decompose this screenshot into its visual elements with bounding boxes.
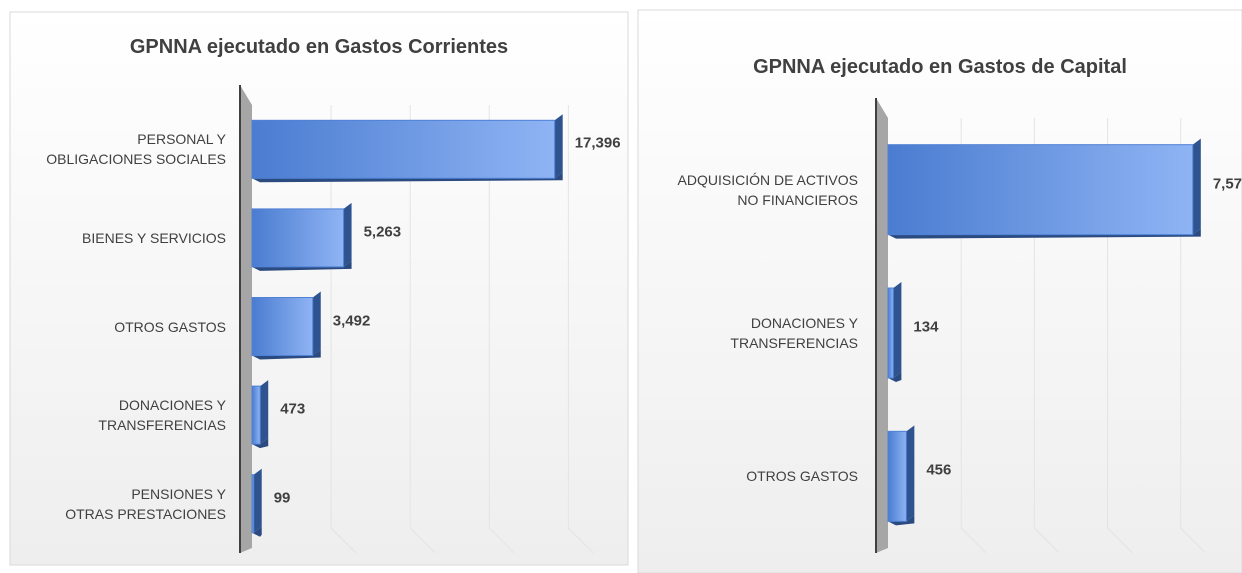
panel <box>637 9 1242 573</box>
grid-line <box>960 118 987 554</box>
panel <box>9 11 629 566</box>
category-label: DONACIONES Y TRANSFERENCIAS <box>98 397 226 434</box>
grid-line <box>409 105 436 554</box>
category-label: PENSIONES Y OTRAS PRESTACIONES <box>65 485 226 522</box>
category-label: PERSONAL Y OBLIGACIONES SOCIALES <box>46 131 226 168</box>
bar-bottom <box>888 372 902 382</box>
value-label: 99 <box>273 489 291 507</box>
value-label: 5,263 <box>363 223 402 241</box>
bar-side <box>260 380 269 445</box>
grid-line <box>1033 118 1060 554</box>
grid-line <box>1180 118 1207 554</box>
bar-bottom <box>888 515 915 526</box>
value-label: 7,573 <box>1212 175 1242 193</box>
category-label: BIENES Y SERVICIOS <box>82 229 226 246</box>
bar-side <box>312 291 321 356</box>
bar-side <box>343 202 352 267</box>
grid-line <box>1107 118 1133 554</box>
bar <box>251 208 345 268</box>
bar <box>251 385 261 445</box>
value-label: 17,396 <box>574 134 621 152</box>
bar-side <box>906 425 915 522</box>
bar-bottom <box>888 228 1201 239</box>
bar <box>887 144 1194 236</box>
value-label: 473 <box>280 400 306 418</box>
bar-side <box>253 468 262 533</box>
bar <box>251 297 314 356</box>
chart-title: GPNNA ejecutado en Gastos de Capital <box>753 56 1127 78</box>
bar <box>251 119 556 179</box>
bar-side <box>1192 138 1201 235</box>
bar-bottom <box>252 260 352 271</box>
bar-bottom <box>252 526 262 537</box>
value-label: 134 <box>913 318 939 336</box>
chart-title: GPNNA ejecutado en Gastos Corrientes <box>129 36 509 58</box>
bar <box>887 287 894 379</box>
wall <box>876 98 888 553</box>
bar-bottom <box>252 438 269 449</box>
category-label: OTROS GASTOS <box>746 468 858 485</box>
grid-line <box>567 105 594 554</box>
category-label: OTROS GASTOS <box>114 318 226 335</box>
category-label: ADQUISICIÓN DE ACTIVOS NO FINANCIEROS <box>677 171 858 208</box>
category-label: DONACIONES Y TRANSFERENCIAS <box>730 315 858 351</box>
value-label: 456 <box>926 461 952 479</box>
grid-line <box>488 105 515 554</box>
wall <box>240 85 252 553</box>
value-label: 3,492 <box>332 312 371 329</box>
bar-bottom <box>252 172 563 183</box>
bar-side <box>893 282 902 378</box>
bar-bottom <box>252 349 321 360</box>
bar-side <box>554 114 563 179</box>
bar <box>887 430 907 522</box>
bar <box>251 474 255 534</box>
